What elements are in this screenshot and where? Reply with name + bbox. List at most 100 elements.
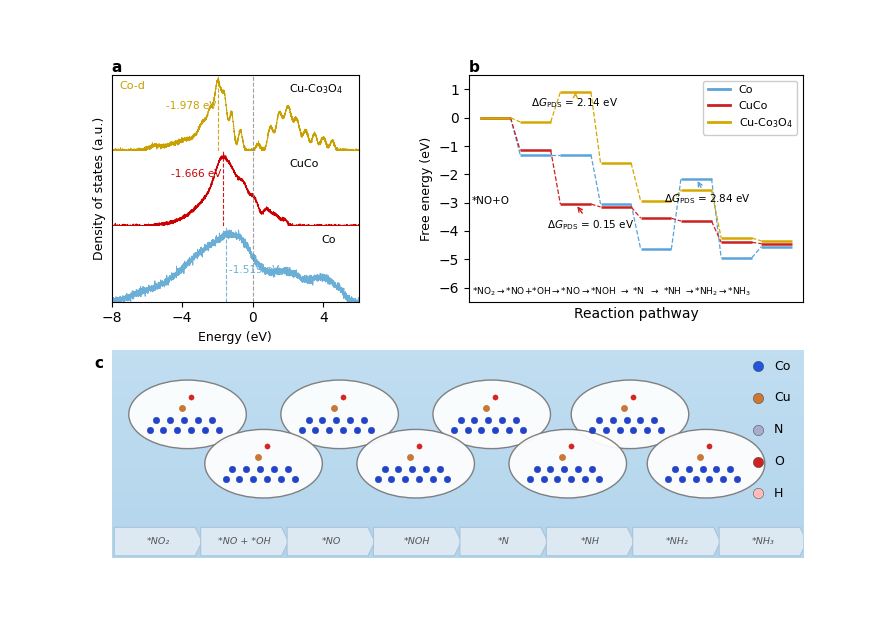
Point — [751, 456, 765, 466]
Point — [232, 474, 246, 484]
Ellipse shape — [128, 380, 246, 448]
Point — [564, 474, 578, 484]
Point — [322, 424, 336, 435]
Point — [460, 424, 475, 435]
Point — [453, 415, 467, 425]
Point — [211, 424, 226, 435]
Point — [175, 403, 189, 413]
Point — [467, 415, 482, 425]
Text: H: H — [773, 487, 783, 500]
Text: N: N — [773, 423, 783, 436]
Point — [226, 464, 240, 474]
Point — [693, 452, 707, 462]
Text: *NOH: *NOH — [404, 537, 431, 546]
Point — [550, 474, 565, 484]
Point — [571, 464, 585, 474]
Point — [502, 424, 516, 435]
Point — [315, 415, 329, 425]
Point — [613, 424, 627, 435]
Text: c: c — [95, 356, 103, 371]
Point — [488, 392, 502, 402]
Point — [481, 415, 495, 425]
Point — [177, 415, 191, 425]
Point — [640, 424, 655, 435]
Point — [327, 403, 342, 413]
Point — [301, 415, 316, 425]
Point — [239, 464, 253, 474]
Point — [433, 464, 447, 474]
Point — [702, 441, 716, 451]
Text: a: a — [112, 60, 122, 75]
Point — [384, 474, 399, 484]
Point — [585, 424, 599, 435]
Point — [287, 474, 301, 484]
Ellipse shape — [205, 429, 322, 498]
Polygon shape — [114, 527, 202, 556]
Point — [357, 415, 371, 425]
Point — [523, 474, 537, 484]
Polygon shape — [719, 527, 807, 556]
Point — [219, 474, 233, 484]
Point — [370, 474, 384, 484]
Point — [447, 424, 461, 435]
Point — [696, 464, 710, 474]
Point — [626, 392, 640, 402]
Point — [412, 474, 426, 484]
Point — [156, 424, 170, 435]
Point — [751, 361, 765, 371]
Polygon shape — [632, 527, 721, 556]
Point — [267, 464, 281, 474]
Point — [184, 424, 198, 435]
Point — [364, 424, 378, 435]
Point — [405, 464, 419, 474]
Text: *NO$_2$$\rightarrow$*NO+*OH$\rightarrow$*NO$\rightarrow$*NOH $\rightarrow$ *N  $: *NO$_2$$\rightarrow$*NO+*OH$\rightarrow$… — [473, 286, 751, 298]
Point — [536, 474, 550, 484]
Y-axis label: Density of states (a.u.): Density of states (a.u.) — [93, 117, 106, 260]
Point — [184, 392, 198, 402]
Point — [543, 464, 558, 474]
Point — [617, 403, 632, 413]
Point — [309, 424, 323, 435]
Point — [488, 424, 502, 435]
Text: Cu-Co$_3$O$_4$: Cu-Co$_3$O$_4$ — [290, 82, 343, 96]
Point — [294, 424, 309, 435]
Text: -1.519 eV: -1.519 eV — [228, 265, 279, 275]
Point — [564, 441, 578, 451]
Point — [163, 415, 178, 425]
Text: O: O — [773, 455, 784, 468]
Text: *NO+O: *NO+O — [472, 196, 510, 206]
Point — [336, 392, 351, 402]
Point — [516, 424, 530, 435]
Point — [412, 441, 426, 451]
Point — [709, 464, 723, 474]
Point — [253, 464, 268, 474]
Text: $\Delta G_{\mathrm{PDS}}$ = 0.15 eV: $\Delta G_{\mathrm{PDS}}$ = 0.15 eV — [548, 208, 634, 232]
Point — [350, 424, 364, 435]
Text: CuCo: CuCo — [290, 159, 318, 169]
Text: $\Delta G_{\mathrm{PDS}}$ = 2.84 eV: $\Delta G_{\mathrm{PDS}}$ = 2.84 eV — [664, 182, 751, 206]
Polygon shape — [287, 527, 375, 556]
Polygon shape — [201, 527, 288, 556]
X-axis label: Reaction pathway: Reaction pathway — [574, 307, 698, 321]
Point — [495, 415, 509, 425]
Point — [751, 393, 765, 403]
Point — [606, 415, 620, 425]
Point — [251, 452, 265, 462]
Point — [149, 415, 163, 425]
Point — [336, 424, 351, 435]
Point — [578, 474, 592, 484]
Point — [661, 474, 675, 484]
Text: *NH₃: *NH₃ — [752, 537, 774, 546]
Point — [716, 474, 731, 484]
Text: $\Delta G_{\mathrm{PDS}}$ = 2.14 eV: $\Delta G_{\mathrm{PDS}}$ = 2.14 eV — [532, 93, 618, 110]
Point — [674, 474, 689, 484]
Text: *N: *N — [498, 537, 509, 546]
Point — [419, 464, 434, 474]
Point — [274, 474, 288, 484]
Ellipse shape — [571, 380, 689, 448]
Point — [281, 464, 295, 474]
Point — [403, 452, 417, 462]
Point — [599, 424, 613, 435]
Text: *NH: *NH — [581, 537, 599, 546]
Text: *NO: *NO — [321, 537, 341, 546]
